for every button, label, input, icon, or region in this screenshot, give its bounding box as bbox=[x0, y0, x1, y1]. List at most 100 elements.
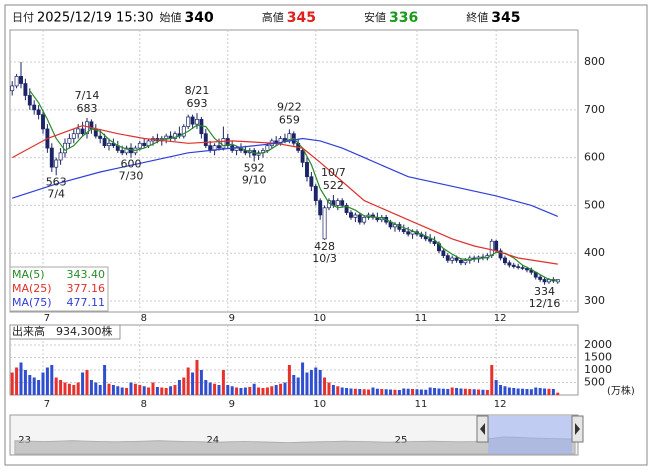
volume-bar bbox=[191, 372, 195, 395]
candle-body bbox=[80, 128, 85, 135]
annotation-date: 10/7 bbox=[321, 166, 346, 179]
volume-bar bbox=[512, 388, 516, 395]
volume-bar bbox=[142, 386, 146, 395]
y-tick-label: 300 bbox=[584, 294, 605, 307]
header-label: 終値 bbox=[466, 10, 488, 24]
volume-bar bbox=[472, 389, 476, 395]
candle-body bbox=[41, 114, 45, 130]
volume-bar bbox=[265, 387, 269, 395]
volume-bar bbox=[248, 387, 252, 395]
volume-bar bbox=[164, 388, 168, 395]
volume-bar bbox=[296, 377, 300, 395]
candle-body bbox=[14, 76, 19, 87]
candle-body bbox=[516, 266, 521, 268]
volume-bar bbox=[490, 365, 494, 395]
legend-box bbox=[9, 266, 109, 312]
candle-body bbox=[76, 128, 81, 135]
x-tick-label: 9 bbox=[229, 313, 235, 324]
x-tick-label: 10 bbox=[313, 313, 326, 324]
candle-body bbox=[406, 231, 411, 235]
x-tick-label: 24 bbox=[206, 435, 219, 446]
annotation-date: 7/14 bbox=[75, 89, 100, 102]
candle-body bbox=[124, 147, 129, 154]
candle-body bbox=[36, 109, 41, 115]
header-value: 2025/12/19 15:30 bbox=[37, 11, 154, 26]
candle-body bbox=[525, 268, 529, 271]
volume-bar bbox=[428, 387, 432, 395]
candle-body bbox=[164, 135, 169, 139]
candle-body bbox=[459, 260, 463, 264]
volume-bar bbox=[437, 388, 441, 395]
volume-bar bbox=[177, 380, 181, 395]
ma-line bbox=[12, 137, 559, 217]
volume-bar bbox=[129, 382, 133, 395]
volume-bar bbox=[76, 382, 80, 395]
volume-bar bbox=[10, 372, 14, 395]
candle-body bbox=[340, 200, 345, 206]
x-tick-label: 7 bbox=[44, 399, 50, 410]
x-tick-label: 10 bbox=[313, 399, 326, 410]
volume-bar bbox=[147, 387, 151, 395]
volume-bar bbox=[37, 380, 41, 395]
candle-body bbox=[322, 207, 327, 240]
volume-bar bbox=[309, 370, 313, 395]
legend-name: MA(5) bbox=[12, 268, 45, 281]
candle-body bbox=[344, 205, 349, 213]
candle-body bbox=[98, 135, 103, 139]
volume-bar bbox=[279, 383, 283, 395]
y-tick-label: 600 bbox=[584, 151, 605, 164]
volume-bar bbox=[19, 362, 23, 395]
volume-bar bbox=[521, 388, 525, 395]
header-label: 日付 bbox=[12, 11, 34, 24]
volume-bar bbox=[160, 387, 164, 395]
header-value: 345 bbox=[491, 10, 520, 26]
volume-bar bbox=[239, 388, 243, 395]
volume-bar bbox=[199, 370, 203, 395]
annotation-date: 10/3 bbox=[312, 252, 337, 265]
candle-body bbox=[58, 152, 63, 161]
volume-bar bbox=[547, 388, 551, 395]
volume-bar bbox=[155, 387, 159, 395]
volume-bar bbox=[133, 383, 137, 395]
ma-line bbox=[11, 124, 558, 265]
volume-bar bbox=[507, 387, 511, 395]
volume-unit: (万株) bbox=[607, 384, 635, 397]
volume-bar bbox=[226, 385, 230, 395]
header-label: 安値 bbox=[364, 10, 386, 24]
candle-body bbox=[520, 267, 525, 269]
volume-bar bbox=[230, 386, 234, 395]
volume-bar bbox=[336, 386, 340, 395]
candle-body bbox=[49, 147, 54, 168]
legend-value: 377.16 bbox=[67, 282, 106, 295]
volume-bar bbox=[314, 367, 318, 395]
candle-body bbox=[353, 214, 358, 218]
x-tick-label: 12 bbox=[494, 399, 507, 410]
annotation-value: 683 bbox=[76, 102, 97, 115]
annotation-value: 522 bbox=[323, 179, 344, 192]
candle-body bbox=[318, 200, 323, 216]
volume-bar bbox=[261, 388, 265, 395]
x-tick-label: 12 bbox=[494, 313, 507, 324]
candle-body bbox=[441, 250, 446, 256]
candle-body bbox=[195, 119, 199, 125]
volume-bar bbox=[349, 388, 353, 395]
candle-body bbox=[450, 257, 455, 261]
candle-body bbox=[142, 142, 147, 147]
volume-bar bbox=[274, 385, 278, 395]
volume-bar bbox=[186, 367, 190, 395]
volume-bar bbox=[270, 386, 274, 395]
navigator-window[interactable] bbox=[488, 416, 572, 454]
volume-bar bbox=[494, 380, 498, 395]
candle-body bbox=[401, 228, 406, 233]
volume-bar bbox=[235, 387, 239, 395]
volume-bar bbox=[380, 389, 384, 395]
candle-body bbox=[454, 257, 459, 261]
volume-bar bbox=[384, 389, 388, 395]
volume-bar bbox=[499, 385, 503, 395]
candle-body bbox=[305, 162, 309, 178]
volume-bar bbox=[534, 387, 538, 395]
volume-bar bbox=[41, 372, 45, 395]
volume-bar bbox=[252, 383, 256, 395]
annotation-value: 563 bbox=[46, 175, 67, 188]
